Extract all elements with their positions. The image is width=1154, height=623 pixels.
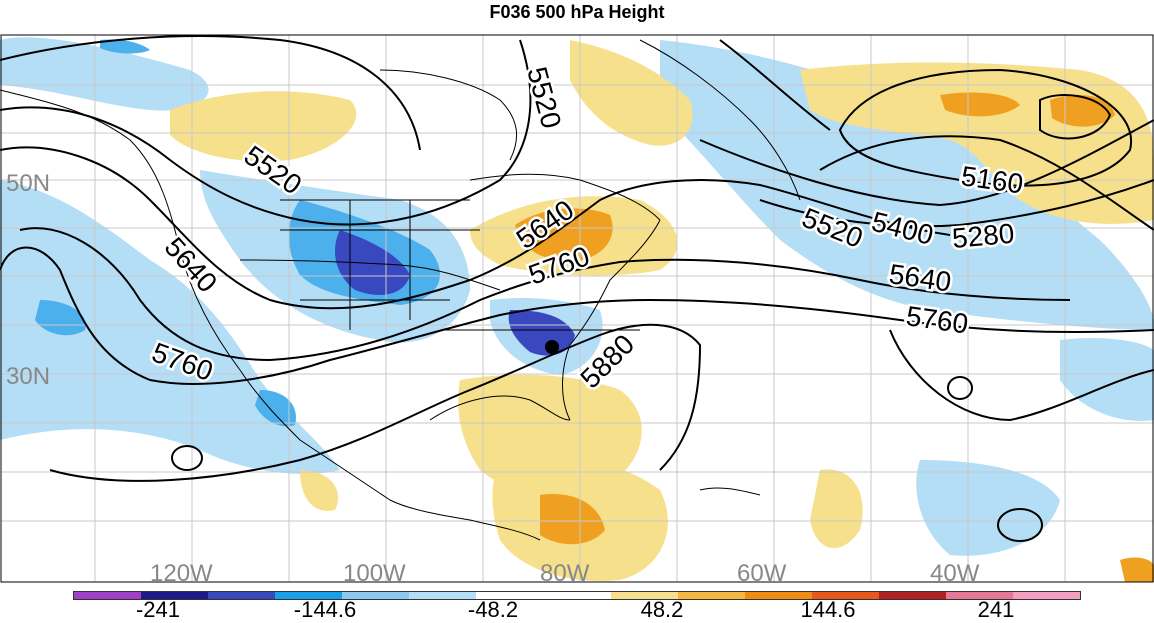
lat-lon-grid [1, 35, 1153, 582]
colorbar-label: -144.6 [293, 597, 357, 622]
colorbar [73, 591, 1081, 600]
longitude-label: 120W [150, 560, 213, 587]
colorbar-label: -241 [135, 597, 181, 622]
longitude-label: 40W [930, 560, 980, 587]
colorbar-label: 48.2 [640, 597, 684, 622]
colorbar-label: 144.6 [800, 597, 856, 622]
colorbar-segment [878, 592, 946, 599]
colorbar-segment [409, 592, 477, 599]
map-title: F036 500 hPa Height [489, 2, 665, 22]
colorbar-segment [208, 592, 276, 599]
latitude-label: 30N [6, 363, 50, 390]
colorbar-segment [811, 592, 879, 599]
colorbar-label: 241 [977, 597, 1015, 622]
colorbar-segment [74, 592, 142, 599]
colorbar-segment [476, 592, 544, 599]
colorbar-segment [141, 592, 209, 599]
height-contours [0, 35, 1154, 542]
storm-center-marker [545, 340, 559, 354]
colorbar-segment [275, 592, 343, 599]
latitude-label: 50N [6, 170, 50, 197]
colorbar-label: -48.2 [467, 597, 519, 622]
colorbar-segment [610, 592, 678, 599]
map-frame [0, 34, 1154, 583]
longitude-label: 100W [343, 560, 406, 587]
latitude-labels: 50N 30N [6, 170, 50, 390]
longitude-label: 60W [737, 560, 787, 587]
contour-label: 5280 [951, 218, 1016, 254]
colorbar-segment [744, 592, 812, 599]
colorbar-segment [543, 592, 611, 599]
colorbar-segment [1012, 592, 1080, 599]
colorbar-segment [677, 592, 745, 599]
coastlines [0, 39, 801, 541]
longitude-label: 80W [540, 560, 590, 587]
colorbar-segment [342, 592, 410, 599]
colorbar-segment [945, 592, 1013, 599]
